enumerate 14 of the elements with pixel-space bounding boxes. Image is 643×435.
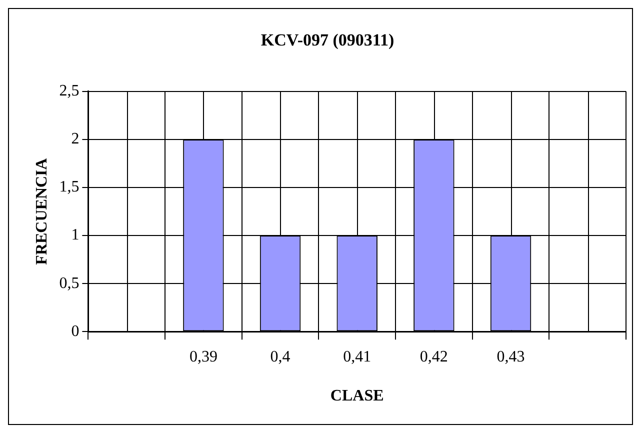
y-tick-label: 0,5 [59,274,80,292]
y-tick-label: 2 [71,130,80,148]
y-tick-label: 1,5 [59,178,80,196]
y-tick-label: 0 [71,322,80,340]
x-axis-title: CLASE [330,388,384,405]
x-tick-label: 0,41 [343,348,372,366]
x-tick-label: 0,39 [189,348,218,366]
y-tick-label: 1 [71,226,80,244]
y-tick-label: 2,5 [59,82,80,100]
x-tick-label: 0,4 [270,348,290,366]
chart-title: KCV-097 (090311) [260,30,394,50]
x-tick-label: 0,43 [496,348,525,366]
x-tick-label: 0,42 [420,348,448,366]
y-axis-title: FRECUENCIA [34,158,51,265]
